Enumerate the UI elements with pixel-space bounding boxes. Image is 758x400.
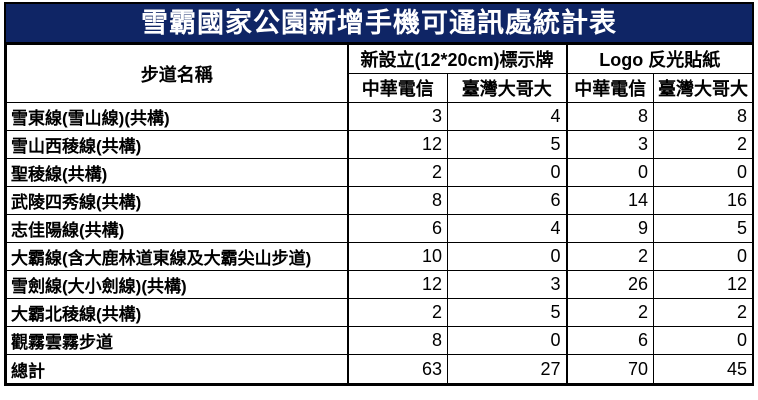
value-cell: 2 (346, 158, 448, 187)
value-cell: 6 (565, 326, 654, 355)
value-cell: 8 (565, 102, 654, 131)
value-cell: 10 (346, 242, 448, 271)
trail-name-cell: 聖稜線(共構) (6, 158, 348, 187)
total-value-cell: 63 (346, 354, 448, 384)
statistics-table: 步道名稱 新設立(12*20cm)標示牌 Logo 反光貼紙 中華電信 臺灣大哥… (6, 44, 754, 384)
column-header-logo-cht: 中華電信 (565, 73, 654, 103)
value-cell: 0 (447, 158, 567, 187)
trail-name-cell: 武陵四秀線(共構) (6, 186, 348, 215)
trail-name-cell: 志佳陽線(共構) (6, 214, 348, 243)
table-row: 聖稜線(共構) 2 0 0 0 (6, 158, 754, 187)
value-cell: 14 (565, 186, 654, 215)
column-header-trail-name: 步道名稱 (6, 44, 348, 103)
table-row: 觀霧雲霧步道 8 0 6 0 (6, 326, 754, 355)
value-cell: 4 (447, 214, 567, 243)
value-cell: 3 (346, 102, 448, 131)
value-cell: 0 (652, 242, 754, 271)
total-value-cell: 27 (447, 354, 567, 384)
value-cell: 2 (565, 242, 654, 271)
table-row: 大霸線(含大鹿林道東線及大霸尖山步道) 10 0 2 0 (6, 242, 754, 271)
page-title: 雪霸國家公園新增手機可通訊處統計表 (6, 4, 752, 44)
table-row: 志佳陽線(共構) 6 4 9 5 (6, 214, 754, 243)
column-header-signboard-cht: 中華電信 (346, 73, 448, 103)
trail-name-cell: 雪東線(雪山線)(共構) (6, 102, 348, 131)
value-cell: 3 (447, 270, 567, 299)
value-cell: 0 (652, 326, 754, 355)
total-label-cell: 總計 (6, 354, 348, 384)
value-cell: 5 (447, 298, 567, 327)
value-cell: 12 (346, 270, 448, 299)
trail-name-cell: 觀霧雲霧步道 (6, 326, 348, 355)
value-cell: 4 (447, 102, 567, 131)
value-cell: 2 (346, 298, 448, 327)
trail-name-cell: 大霸北稜線(共構) (6, 298, 348, 327)
trail-name-cell: 雪山西稜線(共構) (6, 130, 348, 159)
table-row: 武陵四秀線(共構) 8 6 14 16 (6, 186, 754, 215)
total-row: 總計 63 27 70 45 (6, 354, 754, 384)
value-cell: 0 (652, 158, 754, 187)
column-header-signboard-twm: 臺灣大哥大 (447, 73, 567, 103)
column-group-logo-sticker: Logo 反光貼紙 (565, 44, 754, 74)
value-cell: 6 (346, 214, 448, 243)
value-cell: 8 (346, 186, 448, 215)
value-cell: 5 (447, 130, 567, 159)
trail-name-cell: 雪劍線(大小劍線)(共構) (6, 270, 348, 299)
total-value-cell: 45 (652, 354, 754, 384)
value-cell: 5 (652, 214, 754, 243)
value-cell: 6 (447, 186, 567, 215)
value-cell: 16 (652, 186, 754, 215)
value-cell: 2 (652, 298, 754, 327)
header-row-groups: 步道名稱 新設立(12*20cm)標示牌 Logo 反光貼紙 (6, 44, 754, 103)
value-cell: 2 (565, 298, 654, 327)
value-cell: 9 (565, 214, 654, 243)
table-row: 雪東線(雪山線)(共構) 3 4 8 8 (6, 102, 754, 131)
value-cell: 12 (346, 130, 448, 159)
value-cell: 8 (346, 326, 448, 355)
total-value-cell: 70 (565, 354, 654, 384)
value-cell: 0 (447, 242, 567, 271)
value-cell: 3 (565, 130, 654, 159)
statistics-table-frame: 雪霸國家公園新增手機可通訊處統計表 步道名稱 新設立(12*20cm)標示牌 L… (4, 2, 754, 386)
value-cell: 26 (565, 270, 654, 299)
trail-name-cell: 大霸線(含大鹿林道東線及大霸尖山步道) (6, 242, 348, 271)
header-row-carriers: 中華電信 臺灣大哥大 中華電信 臺灣大哥大 (7, 73, 754, 103)
column-group-signboard: 新設立(12*20cm)標示牌 (346, 44, 567, 74)
value-cell: 12 (652, 270, 754, 299)
value-cell: 2 (652, 130, 754, 159)
value-cell: 0 (447, 326, 567, 355)
table-row: 雪劍線(大小劍線)(共構) 12 3 26 12 (6, 270, 754, 299)
table-row: 大霸北稜線(共構) 2 5 2 2 (6, 298, 754, 327)
value-cell: 8 (652, 102, 754, 131)
table-row: 雪山西稜線(共構) 12 5 3 2 (6, 130, 754, 159)
value-cell: 0 (565, 158, 654, 187)
column-header-logo-twm: 臺灣大哥大 (652, 73, 754, 103)
